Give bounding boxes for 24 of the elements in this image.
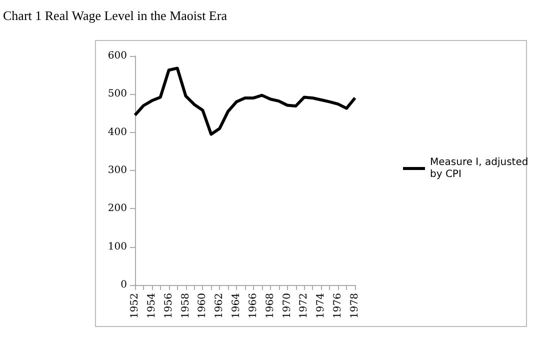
- y-tick-label: 300: [108, 165, 127, 176]
- x-tick-label: 1970: [282, 293, 293, 318]
- y-tick-label: 600: [108, 50, 127, 62]
- x-tick-label: 1968: [264, 293, 276, 318]
- x-tick-label: 1974: [316, 293, 327, 318]
- y-tick-label: 500: [108, 88, 127, 100]
- x-tick-label: 1954: [146, 293, 158, 318]
- line-series: [134, 66, 356, 136]
- x-tick-label: 1966: [248, 293, 259, 318]
- legend-label: Measure I, adjusted by CPI: [430, 157, 532, 180]
- y-tick-label: 100: [108, 241, 127, 252]
- y-tick-label: 400: [108, 126, 127, 138]
- x-tick-label: 1952: [130, 293, 140, 318]
- x-tick-label: 1962: [214, 293, 226, 318]
- x-tick-label: 1964: [231, 293, 242, 318]
- x-tick-label: 1958: [180, 293, 192, 318]
- x-tick-label: 1956: [163, 293, 174, 318]
- x-tick-label: 1972: [298, 293, 310, 318]
- x-tick-label: 1976: [332, 293, 344, 318]
- x-tick-label: 1960: [197, 293, 208, 318]
- y-tick-label: 200: [108, 203, 127, 214]
- y-tick-label: 0: [120, 280, 127, 290]
- x-tick-label: 1978: [350, 293, 360, 318]
- chart-title: Chart 1 Real Wage Level in the Maoist Era: [3, 8, 227, 24]
